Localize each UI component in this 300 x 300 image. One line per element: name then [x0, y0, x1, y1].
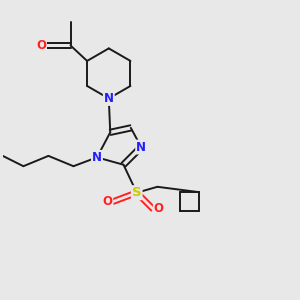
- Text: N: N: [104, 92, 114, 105]
- Text: O: O: [36, 39, 46, 52]
- Text: N: N: [136, 141, 146, 154]
- Text: N: N: [92, 151, 102, 164]
- Text: S: S: [132, 186, 142, 199]
- Text: O: O: [154, 202, 164, 215]
- Text: O: O: [102, 195, 112, 208]
